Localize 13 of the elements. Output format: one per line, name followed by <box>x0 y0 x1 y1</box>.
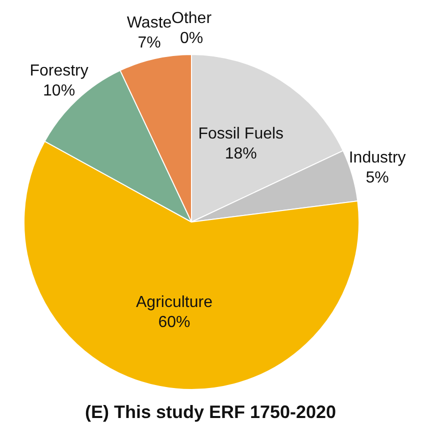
text: (E) This study ERF 1750-2020 <box>84 402 338 423</box>
data-label: 7% <box>138 34 161 52</box>
slice-label: Fossil Fuels <box>198 126 284 143</box>
data-label: 18% <box>224 146 257 163</box>
data-label: 5% <box>366 169 389 186</box>
slice-label: Forestry <box>30 62 88 80</box>
slice-label: Industry <box>348 149 406 166</box>
text: 0% <box>180 30 204 47</box>
category-label: Other <box>171 10 212 27</box>
slice-label: Waste <box>126 14 172 32</box>
data-label: 60% <box>158 314 190 331</box>
slice-label: Agriculture <box>136 294 213 311</box>
data-label: 10% <box>43 82 76 100</box>
